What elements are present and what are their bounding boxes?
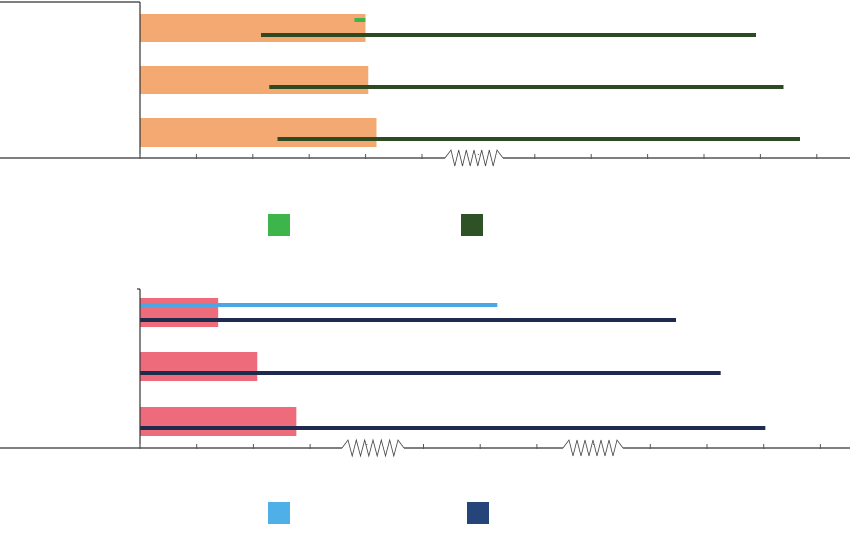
- axis-break-icon: [444, 149, 504, 167]
- bar: [140, 407, 297, 436]
- bar: [140, 66, 369, 94]
- bar: [140, 118, 377, 147]
- bar: [140, 298, 219, 327]
- axis-break-gap: [445, 155, 503, 161]
- axis-break-icon: [562, 439, 624, 457]
- axis-break-gap: [563, 445, 623, 451]
- legend-swatch: [461, 214, 483, 236]
- legend-swatch: [467, 502, 489, 524]
- axis-break-icon: [341, 438, 405, 458]
- axis-break-gap: [342, 445, 404, 451]
- legend-swatch: [268, 502, 290, 524]
- bar: [140, 14, 366, 42]
- legend-swatch: [268, 214, 290, 236]
- bar: [140, 352, 258, 381]
